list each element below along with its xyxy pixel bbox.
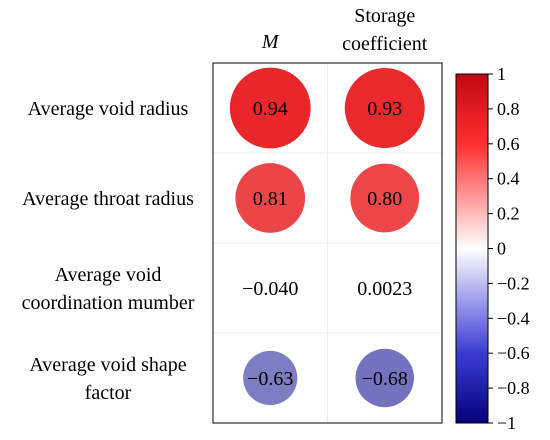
colorbar: 1 0.8 0.6 0.4 0.2 0 −0.2 −0.4 −0.6 −0.8 −1	[455, 64, 530, 433]
column-label: coefficient	[342, 33, 428, 55]
colorbar-tick-label: 0	[497, 239, 506, 259]
colorbar-tick-label: 0.8	[497, 99, 520, 119]
matrix-cells: 0.94 0.93 0.81 0.80 −0.040 0.0023 −0.63 −0.68	[229, 67, 425, 408]
matrix-frame	[212, 62, 443, 424]
row-label: Average throat radius	[22, 188, 194, 210]
row-label: Average void shape	[29, 354, 186, 376]
correlation-circle	[350, 163, 420, 233]
colorbar-tick-label: 0.4	[497, 169, 520, 189]
cell-value-label: 0.80	[367, 188, 402, 210]
cell-value-label: 0.93	[367, 98, 402, 120]
colorbar-tick-label: −0.4	[497, 308, 530, 328]
colorbar-tick-label: −0.6	[497, 343, 530, 363]
correlation-circle	[229, 67, 311, 149]
correlation-circle	[355, 348, 414, 408]
cell-value-label: 0.0023	[357, 278, 412, 300]
cell-value-label: −0.68	[362, 368, 408, 390]
row-label: factor	[85, 382, 132, 404]
correlation-circle	[243, 350, 298, 406]
cell-value-label: −0.63	[247, 368, 293, 390]
correlation-circle	[235, 163, 306, 233]
colorbar-tick-label: −0.8	[497, 378, 530, 398]
colorbar-gradient	[455, 73, 489, 424]
row-label: Average void radius	[28, 98, 189, 120]
colorbar-tick-label: 1	[497, 64, 506, 84]
colorbar-tick-label: 0.2	[497, 204, 520, 224]
cell-value-label: −0.040	[242, 278, 298, 300]
cell-value-label: 0.81	[253, 188, 288, 210]
colorbar-tick-label: −1	[497, 413, 516, 433]
cell-value-label: 0.94	[253, 98, 288, 120]
colorbar-tick-label: −0.2	[497, 273, 530, 293]
column-label: M	[261, 31, 280, 53]
correlation-circle	[268, 286, 272, 290]
column-label: Storage	[354, 5, 415, 27]
matrix-grid	[212, 62, 443, 424]
correlation-circle	[344, 68, 425, 148]
row-label: coordination mumber	[22, 292, 195, 314]
row-label: Average void	[55, 264, 162, 286]
axis-labels: M Storage coefficient Average void radius Av…	[22, 5, 428, 404]
colorbar-tick-label: 0.6	[497, 134, 520, 154]
